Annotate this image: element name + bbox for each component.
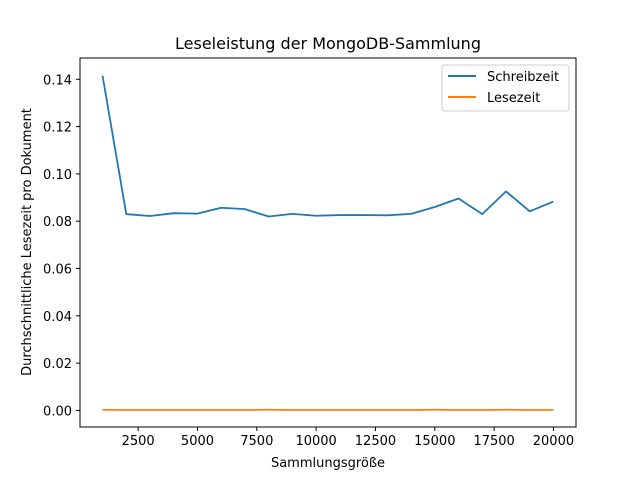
- y-tick-label: 0.14: [43, 73, 72, 88]
- data-point-schreibzeit: [529, 210, 531, 212]
- y-tick-label: 0.12: [43, 121, 72, 136]
- data-point-lesezeit: [125, 409, 127, 411]
- x-tick-label: 10000: [295, 434, 336, 449]
- data-point-lesezeit: [505, 409, 507, 411]
- data-point-lesezeit: [363, 409, 365, 411]
- y-tick-label: 0.04: [43, 310, 72, 325]
- data-point-lesezeit: [268, 409, 270, 411]
- data-point-schreibzeit: [292, 213, 294, 215]
- data-point-schreibzeit: [410, 213, 412, 215]
- data-point-schreibzeit: [505, 191, 507, 193]
- data-point-lesezeit: [410, 409, 412, 411]
- data-point-lesezeit: [102, 409, 104, 411]
- data-point-lesezeit: [339, 409, 341, 411]
- x-tick-label: 15000: [414, 434, 455, 449]
- data-point-lesezeit: [244, 409, 246, 411]
- data-point-lesezeit: [197, 409, 199, 411]
- y-tick-label: 0.02: [43, 357, 72, 372]
- y-tick-label: 0.00: [43, 404, 72, 419]
- data-point-schreibzeit: [102, 75, 104, 77]
- legend: Schreibzeit Lesezeit: [441, 64, 570, 112]
- data-point-lesezeit: [149, 409, 151, 411]
- y-axis-title: Durchschnittliche Lesezeit pro Dokument: [20, 108, 35, 376]
- data-point-schreibzeit: [363, 214, 365, 216]
- data-point-lesezeit: [529, 409, 531, 411]
- data-point-lesezeit: [481, 409, 483, 411]
- series-line-schreibzeit: [101, 75, 554, 218]
- data-point-schreibzeit: [553, 201, 555, 203]
- data-point-schreibzeit: [197, 213, 199, 215]
- data-point-schreibzeit: [149, 215, 151, 217]
- y-tick-label: 0.08: [43, 215, 72, 230]
- data-point-lesezeit: [220, 409, 222, 411]
- y-tick-label: 0.06: [43, 263, 72, 278]
- legend-label-schreibzeit: Schreibzeit: [487, 70, 559, 85]
- x-tick-label: 12500: [355, 434, 396, 449]
- data-point-lesezeit: [173, 409, 175, 411]
- data-point-lesezeit: [315, 409, 317, 411]
- data-point-schreibzeit: [458, 198, 460, 200]
- x-tick-label: 2500: [122, 434, 155, 449]
- data-point-lesezeit: [458, 409, 460, 411]
- chart-title: Leseleistung der MongoDB-Sammlung: [175, 34, 481, 53]
- data-point-schreibzeit: [173, 212, 175, 214]
- x-tick-label: 7500: [240, 434, 273, 449]
- legend-label-lesezeit: Lesezeit: [487, 91, 540, 106]
- data-point-lesezeit: [292, 409, 294, 411]
- plot-frame: [79, 57, 577, 428]
- y-tick-label: 0.10: [43, 168, 72, 183]
- series-lines: [101, 75, 555, 411]
- data-point-schreibzeit: [339, 214, 341, 216]
- data-point-lesezeit: [386, 409, 388, 411]
- data-point-schreibzeit: [386, 214, 388, 216]
- data-point-schreibzeit: [220, 207, 222, 209]
- x-tick-label: 17500: [473, 434, 514, 449]
- data-point-schreibzeit: [125, 213, 127, 215]
- y-axis-ticks: 0.00 0.02 0.04 0.06 0.08 0.10 0.12 0.14: [43, 73, 80, 419]
- data-point-schreibzeit: [268, 216, 270, 218]
- data-point-schreibzeit: [244, 208, 246, 210]
- data-point-lesezeit: [434, 409, 436, 411]
- data-point-lesezeit: [553, 409, 555, 411]
- data-point-schreibzeit: [315, 215, 317, 217]
- data-point-schreibzeit: [434, 206, 436, 208]
- data-point-schreibzeit: [481, 213, 483, 215]
- x-axis-ticks: 2500 5000 7500 10000 12500 15000 17500 20000: [122, 427, 574, 449]
- x-tick-label: 5000: [181, 434, 214, 449]
- x-axis-title: Sammlungsgröße: [271, 456, 385, 471]
- x-tick-label: 20000: [533, 434, 574, 449]
